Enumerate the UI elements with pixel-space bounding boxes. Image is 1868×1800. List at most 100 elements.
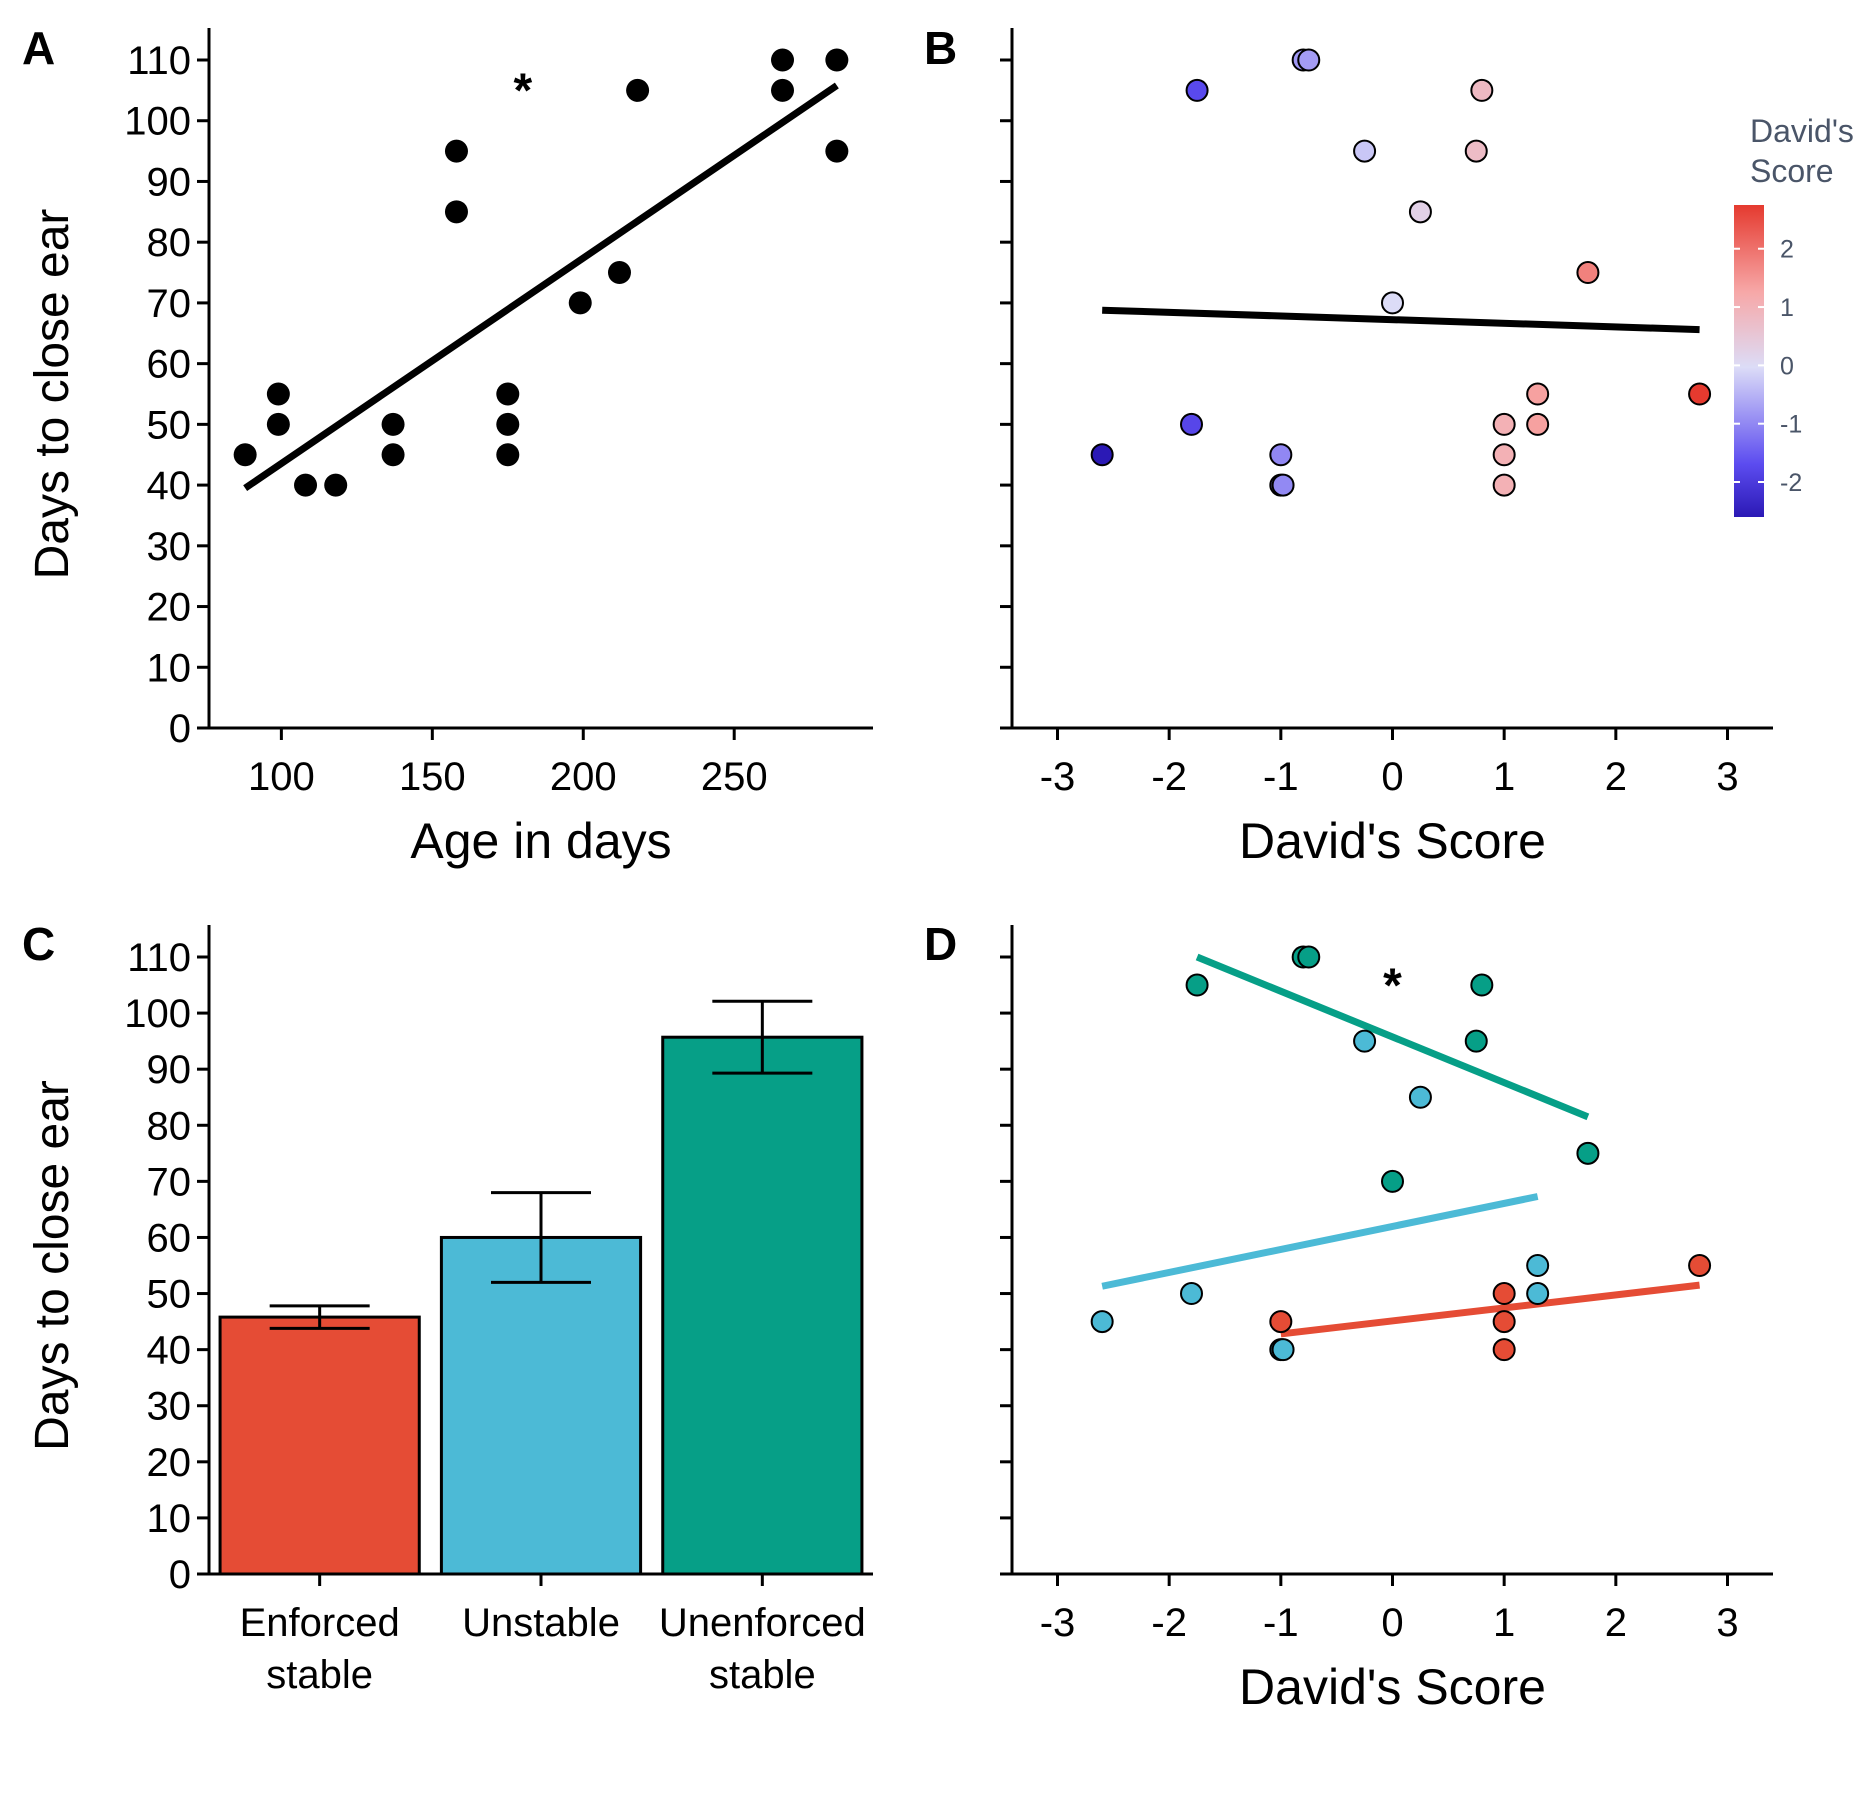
data-point (1464, 1029, 1488, 1053)
data-point (1526, 412, 1550, 436)
colorbar-tick-label: 2 (1780, 236, 1794, 264)
y-tick-label: 100 (124, 100, 191, 144)
data-point (1492, 1282, 1516, 1306)
data-point (1408, 1085, 1432, 1109)
data-point (1090, 443, 1114, 467)
x-tick-label: -1 (1263, 1601, 1299, 1645)
x-tick-label: 1 (1493, 755, 1515, 799)
x-axis-label: David's Score (1239, 813, 1546, 869)
x-tick-label: -2 (1151, 755, 1187, 799)
data-point (825, 48, 849, 72)
y-tick-label: 50 (147, 1273, 192, 1317)
x-tick-label: 200 (550, 755, 617, 799)
data-point (1180, 1282, 1203, 1306)
colorbar-legend: David's Score 2 1 0 -1 -2 (1734, 113, 1854, 517)
x-tick-label: stable (266, 1653, 373, 1697)
data-point (1297, 48, 1321, 72)
x-tick-label: 0 (1381, 755, 1403, 799)
y-tick-label: 10 (147, 1497, 192, 1541)
data-point (1185, 78, 1209, 102)
panel-letter: D (924, 918, 957, 970)
x-axis-label: Age in days (410, 813, 671, 869)
data-point (496, 443, 520, 467)
bar (218, 1315, 421, 1576)
y-axis-label: Days to close ear (26, 1080, 79, 1451)
data-point (607, 261, 631, 285)
y-tick-label: 30 (147, 525, 192, 569)
x-tick-label: Enforced (240, 1601, 400, 1645)
y-tick-label: 80 (147, 1104, 192, 1148)
x-tick-label: Unenforced (659, 1601, 866, 1645)
data-point (1271, 1338, 1295, 1362)
x-axis-label: David's Score (1239, 1659, 1546, 1715)
panel-letter: C (22, 918, 55, 970)
x-tick-label: 100 (248, 755, 315, 799)
data-point (1688, 382, 1712, 406)
y-tick-label: 30 (147, 1385, 192, 1429)
data-point (1492, 443, 1516, 467)
y-tick-label: 40 (147, 1329, 192, 1373)
data-point (771, 48, 795, 72)
data-point (1492, 412, 1516, 436)
data-point (1526, 382, 1550, 406)
regression-line (1102, 306, 1700, 334)
data-point (1492, 1338, 1516, 1362)
group-regression-line (1195, 953, 1590, 1121)
x-tick-label: 1 (1493, 1601, 1515, 1645)
data-point (1492, 473, 1516, 497)
bar (439, 1235, 643, 1576)
panel-c: C 0 10 20 30 40 50 60 70 80 90 100 110 Days to close … (22, 918, 873, 1697)
data-point (444, 200, 468, 224)
data-point (294, 473, 318, 497)
group-regression-line (1101, 1193, 1539, 1290)
x-tick-label: stable (709, 1653, 816, 1697)
x-tick-label: 2 (1605, 755, 1627, 799)
data-point (1180, 412, 1203, 436)
y-tick-label: 50 (147, 403, 192, 447)
y-tick-label: 40 (147, 464, 192, 508)
y-tick-label: 110 (127, 39, 191, 83)
data-point (825, 139, 849, 163)
data-point (1269, 1310, 1293, 1334)
panel-b: B -3 -2 -1 0 1 2 3 David's Score David's Score 2 1 0 -… (924, 22, 1854, 869)
data-point (1526, 1282, 1550, 1306)
panel-a: A 0 10 20 30 40 50 60 70 80 90 100 110 Days to close … (22, 22, 873, 869)
y-tick-label: 20 (147, 1441, 192, 1485)
data-point (233, 443, 257, 467)
data-point (1526, 1254, 1550, 1277)
colorbar-tick-label: -2 (1780, 469, 1802, 497)
data-point (1470, 78, 1494, 102)
x-tick-label: -3 (1040, 1601, 1076, 1645)
significance-asterisk: * (1383, 959, 1402, 1012)
data-point (1185, 973, 1209, 997)
data-point (1576, 1141, 1600, 1165)
colorbar-tick-label: 1 (1780, 294, 1794, 322)
y-tick-label: 90 (147, 160, 192, 204)
data-point (1470, 973, 1494, 997)
data-point (1269, 443, 1293, 467)
regression-line (243, 82, 839, 492)
x-tick-label: -1 (1263, 755, 1299, 799)
data-point (1090, 1310, 1114, 1334)
y-tick-label: 100 (124, 992, 191, 1036)
colorbar-tick-label: -1 (1780, 411, 1802, 439)
y-tick-label: 90 (147, 1048, 192, 1092)
x-tick-label: 150 (399, 755, 466, 799)
y-tick-label: 60 (147, 1216, 192, 1260)
data-point (626, 78, 650, 102)
legend-title: Score (1750, 153, 1834, 189)
data-point (1492, 1310, 1516, 1334)
data-point (381, 443, 405, 467)
data-point (496, 412, 520, 436)
data-point (1381, 291, 1404, 315)
significance-asterisk: * (514, 64, 533, 117)
colorbar (1734, 205, 1764, 517)
x-tick-label: -2 (1151, 1601, 1187, 1645)
data-point (444, 139, 468, 163)
y-tick-label: 60 (147, 343, 192, 387)
y-tick-label: 0 (169, 707, 191, 751)
data-point (1353, 1029, 1377, 1053)
x-tick-label: 2 (1605, 1601, 1627, 1645)
data-point (1271, 473, 1295, 497)
